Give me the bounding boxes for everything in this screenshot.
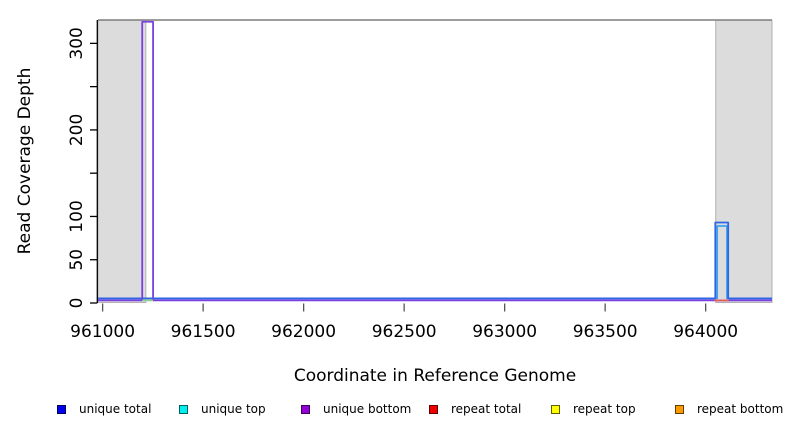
legend-label: unique bottom	[323, 402, 412, 416]
legend: unique total unique top unique bottom repea…	[0, 399, 792, 423]
x-tick-label: 962500	[372, 322, 437, 342]
legend-item-repeat-top: repeat top	[551, 399, 636, 419]
x-tick-label: 961500	[171, 322, 236, 342]
legend-label: repeat top	[573, 402, 636, 416]
legend-label: repeat total	[451, 402, 522, 416]
legend-swatch-icon	[301, 404, 310, 414]
x-axis-title: Coordinate in Reference Genome	[293, 366, 577, 386]
series-unique-top-path	[98, 225, 772, 300]
legend-swatch-icon	[179, 404, 188, 414]
y-tick-label: 50	[67, 249, 87, 271]
legend-swatch-icon	[551, 404, 560, 414]
shaded-region	[97, 20, 147, 303]
y-tick-label: 300	[67, 27, 87, 59]
legend-item-repeat-bottom: repeat bottom	[675, 399, 783, 419]
legend-label: unique top	[201, 402, 266, 416]
x-tick-label: 963500	[573, 322, 638, 342]
legend-item-unique-bottom: unique bottom	[301, 399, 411, 419]
legend-label: repeat bottom	[697, 402, 784, 416]
legend-swatch-icon	[57, 404, 66, 414]
y-axis-title: Read Coverage Depth	[15, 67, 35, 255]
x-tick-label: 964000	[673, 322, 738, 342]
x-tick-label: 962000	[271, 322, 336, 342]
legend-swatch-icon	[675, 404, 684, 414]
x-tick-label: 963000	[472, 322, 537, 342]
legend-label: unique total	[79, 402, 152, 416]
shaded-region	[715, 20, 773, 303]
plot-area: 0 50 100 200 300 961000 961500 962000 962500 9630…	[67, 19, 773, 342]
y-tick-label: 100	[67, 200, 87, 232]
x-tick-label: 961000	[70, 322, 135, 342]
legend-swatch-icon	[429, 404, 438, 414]
series-unique-bottom-path	[98, 20, 772, 302]
series-unique-total-path	[98, 221, 772, 300]
y-tick-label: 0	[67, 298, 87, 309]
legend-item-unique-top: unique top	[179, 399, 266, 419]
legend-item-repeat-total: repeat total	[429, 399, 521, 419]
legend-item-unique-total: unique total	[57, 399, 151, 419]
y-tick-label: 200	[67, 114, 87, 146]
